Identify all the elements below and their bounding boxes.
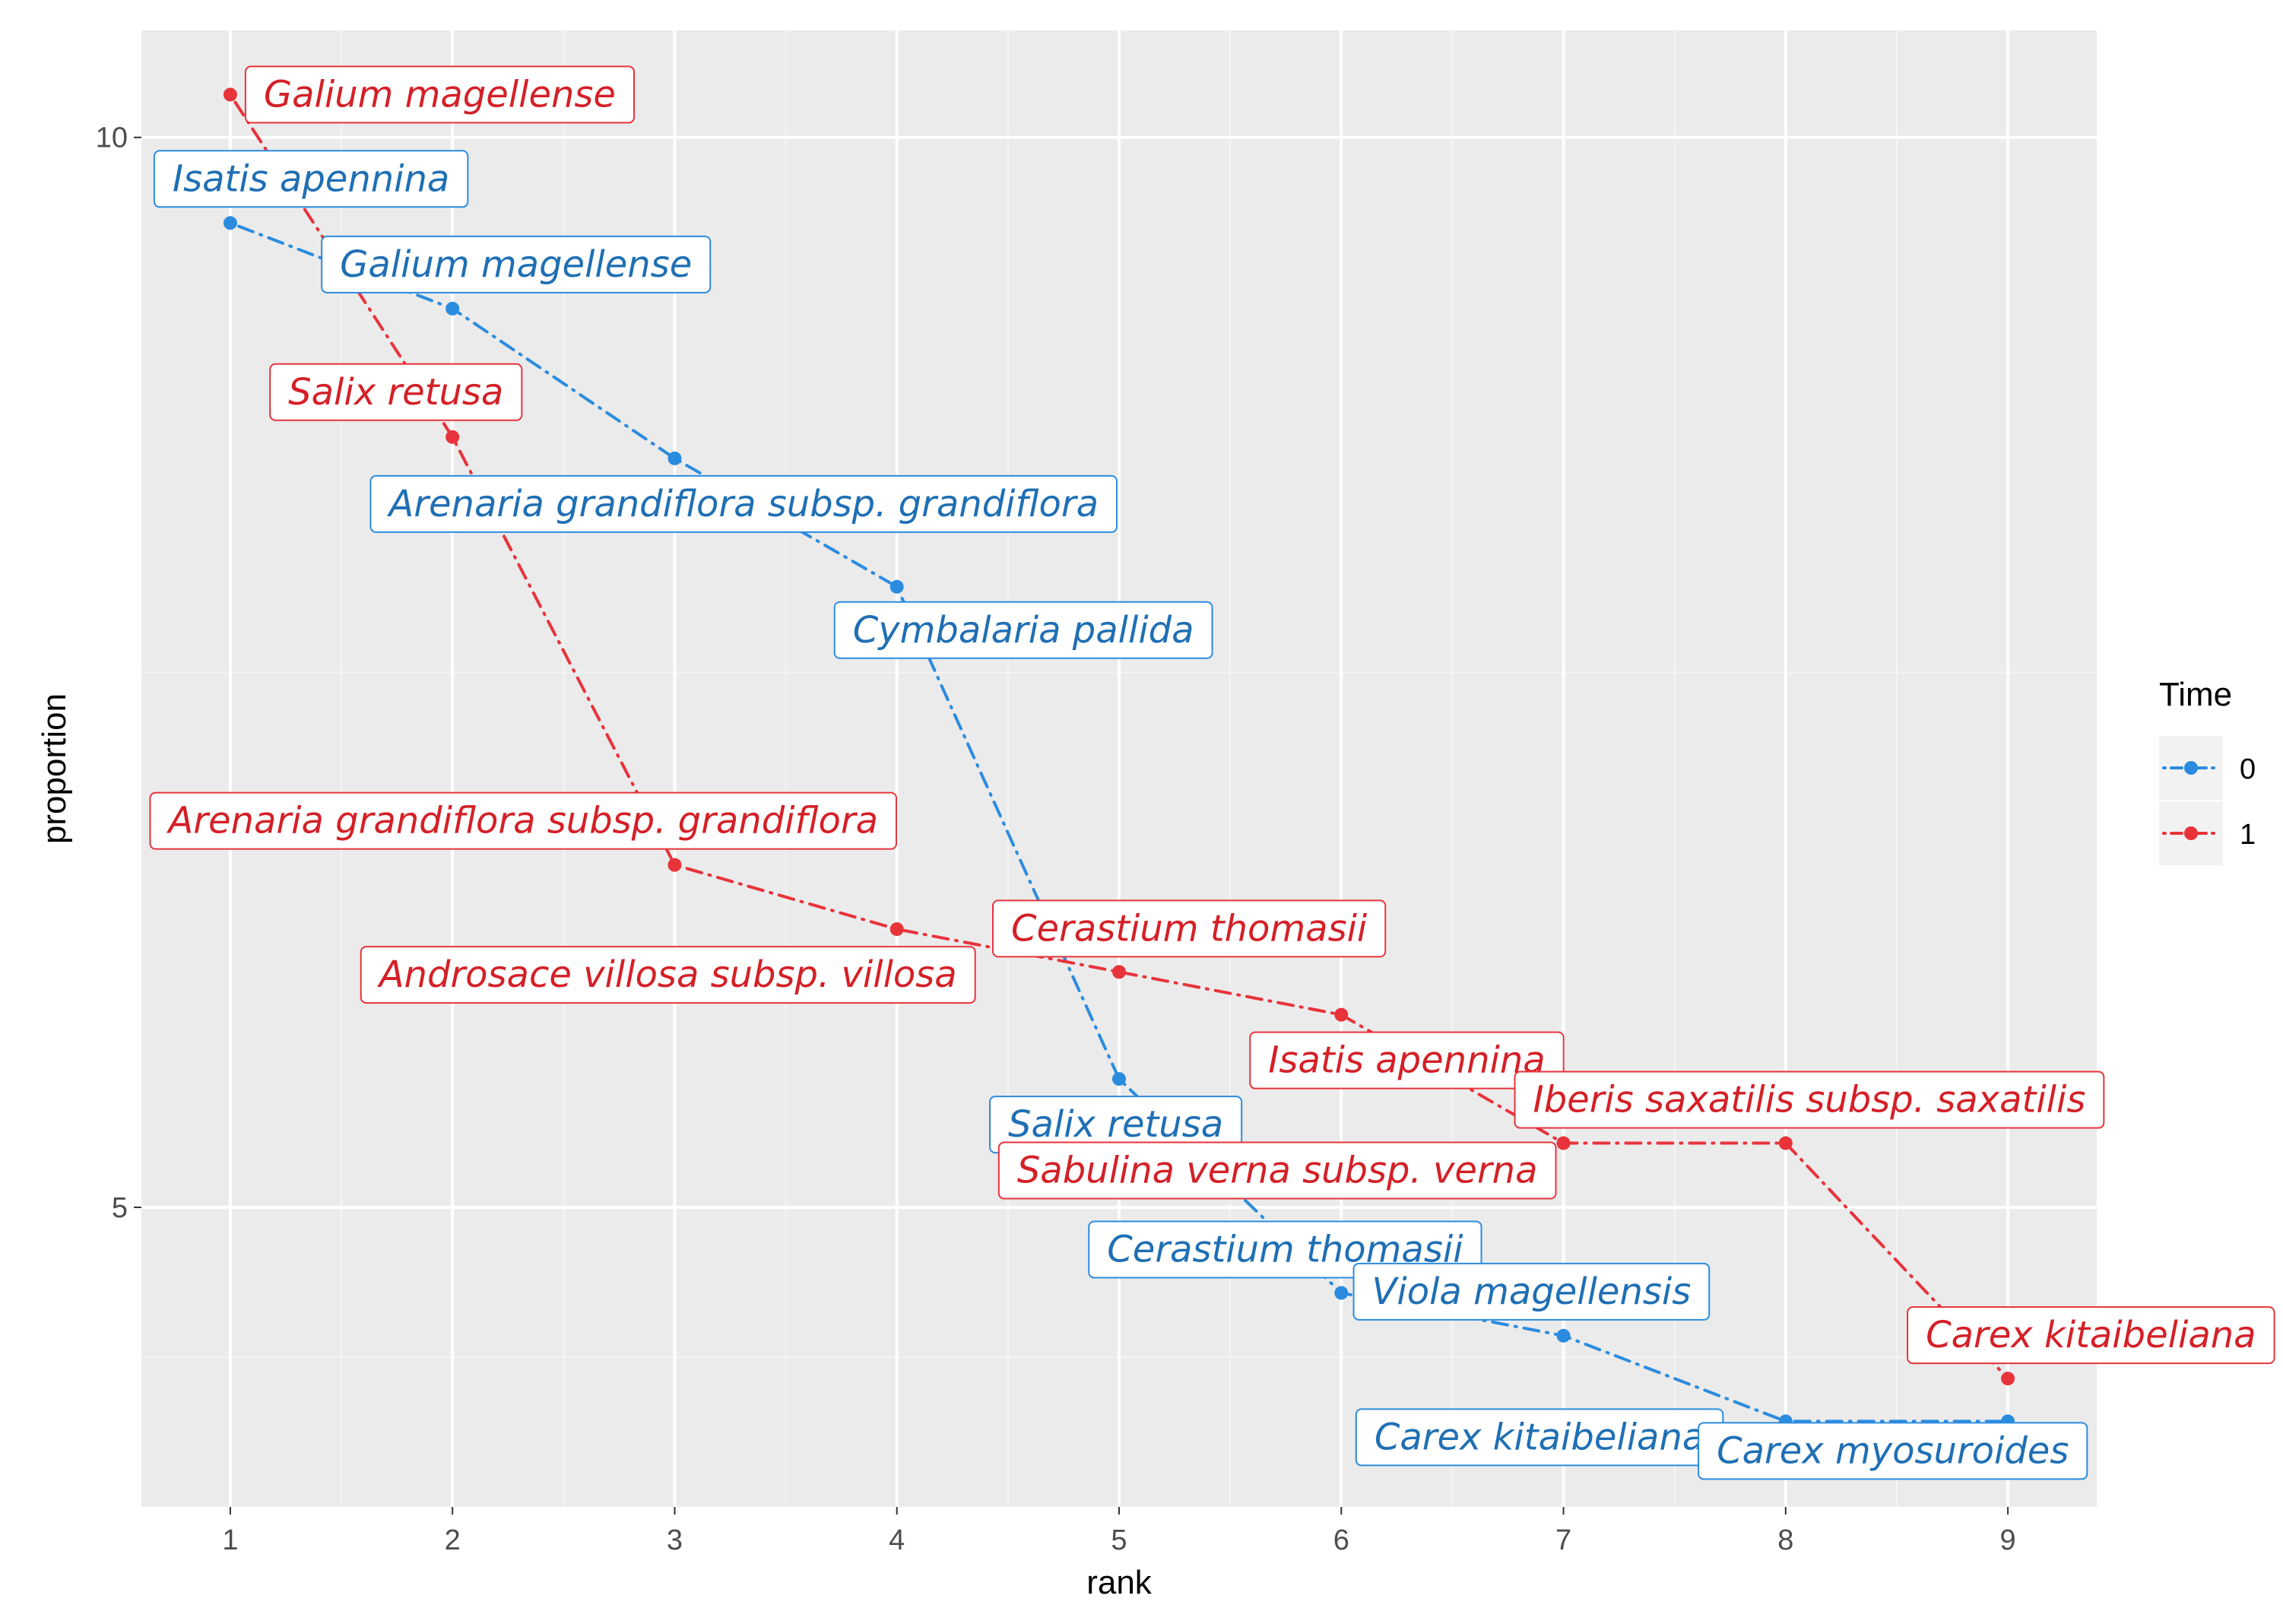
data-point-series-0: [667, 451, 682, 465]
data-point-series-1: [1334, 1007, 1349, 1022]
label-text: Galium magellense: [340, 243, 692, 286]
label-box: [269, 363, 523, 421]
legend-key-point-1: [2184, 826, 2198, 840]
label-text: Androsace villosa subsp. villosa: [377, 953, 957, 996]
legend-items: 01: [2159, 736, 2256, 865]
label-box: [1907, 1306, 2275, 1365]
point-label-series-0: Salix retusa: [989, 1096, 1243, 1154]
label-box: [153, 150, 469, 208]
x-tick-label: 2: [445, 1524, 461, 1556]
x-tick-label: 8: [1777, 1524, 1793, 1556]
data-point-series-0: [1556, 1328, 1571, 1343]
point-label-series-1: Androsace villosa subsp. villosa: [360, 946, 976, 1004]
point-label-series-1: Carex kitaibeliana: [1907, 1306, 2275, 1365]
series-points: [223, 87, 2015, 1429]
x-tick-label: 1: [222, 1524, 238, 1556]
label-text: Salix retusa: [288, 371, 503, 414]
point-label-series-1: Isatis apennina: [1249, 1031, 1565, 1090]
series-line-1: [228, 93, 2010, 1381]
label-text: Sabulina verna subsp. verna: [1017, 1150, 1538, 1192]
point-label-series-0: Cymbalaria pallida: [833, 601, 1213, 659]
label-box: [833, 601, 1213, 659]
label-box: [1698, 1422, 2088, 1480]
data-point-series-0: [889, 579, 904, 594]
point-label-series-0: Carex myosuroides: [1698, 1422, 2088, 1480]
label-text: Arenaria grandiflora subsp. grandiflora: [386, 483, 1099, 525]
label-box: [149, 791, 898, 850]
point-label-series-0: Arenaria grandiflora subsp. grandiflora: [369, 474, 1118, 533]
x-tick-label: 3: [667, 1524, 683, 1556]
data-point-series-1: [1778, 1136, 1793, 1150]
label-text: Carex kitaibeliana: [1926, 1314, 2256, 1356]
data-point-series-0: [1334, 1286, 1349, 1300]
label-box: [369, 474, 1118, 533]
y-tick-label: 5: [112, 1192, 128, 1224]
data-point-series-1: [446, 430, 460, 444]
point-label-series-0: Viola magellensis: [1352, 1262, 1711, 1321]
label-text: Salix retusa: [1008, 1103, 1223, 1146]
label-text: Cymbalaria pallida: [853, 609, 1194, 652]
point-label-series-0: Galium magellense: [321, 235, 712, 293]
label-box: [1249, 1031, 1565, 1090]
label-box: [992, 899, 1387, 958]
point-label-series-1: Sabulina verna subsp. verna: [997, 1141, 1557, 1200]
label-text: Cerastium thomasii: [1011, 907, 1368, 950]
point-labels: Isatis apennina Galium magellense Arenaria…: [149, 65, 2275, 1480]
x-tick-label: 9: [2000, 1524, 2016, 1556]
label-box: [321, 235, 712, 293]
legend: Time 01: [2159, 676, 2256, 865]
x-tick-label: 5: [1111, 1524, 1127, 1556]
data-point-series-1: [667, 858, 682, 872]
label-box: [1352, 1262, 1711, 1321]
point-label-series-1: Iberis saxatilis subsp. saxatilis: [1514, 1071, 2105, 1129]
label-text: Galium magellense: [264, 73, 616, 116]
x-tick-label: 4: [889, 1524, 905, 1556]
legend-key-point-0: [2184, 761, 2198, 775]
label-text: Isatis apennina: [173, 157, 449, 200]
label-text: Iberis saxatilis subsp. saxatilis: [1533, 1079, 2086, 1121]
label-text: Carex myosuroides: [1717, 1429, 2069, 1472]
label-text: Isatis apennina: [1268, 1039, 1545, 1082]
x-tick-label: 6: [1333, 1524, 1349, 1556]
x-axis-title: rank: [1086, 1564, 1153, 1601]
data-point-series-1: [223, 87, 237, 102]
point-label-series-1: Salix retusa: [269, 363, 523, 421]
label-box: [997, 1141, 1557, 1200]
data-point-series-0: [1112, 1072, 1126, 1086]
data-point-series-1: [1112, 965, 1126, 979]
data-point-series-1: [889, 922, 904, 937]
legend-label-1: 1: [2240, 819, 2256, 851]
y-tick-label: 10: [96, 122, 128, 154]
y-axis: 5 10: [96, 122, 141, 1224]
label-text: Arenaria grandiflora subsp. grandiflora: [166, 800, 878, 842]
point-label-series-0: Isatis apennina: [153, 150, 469, 208]
data-point-series-0: [446, 301, 460, 316]
point-label-series-1: Galium magellense: [244, 65, 635, 124]
major-gridlines: [141, 30, 2097, 1507]
y-axis-title: proportion: [36, 693, 73, 844]
data-point-series-1: [2001, 1372, 2015, 1386]
label-box: [1514, 1071, 2105, 1129]
data-point-series-1: [1556, 1136, 1571, 1150]
legend-label-0: 0: [2240, 753, 2256, 785]
label-text: Carex kitaibeliana: [1375, 1416, 1704, 1458]
label-box: [244, 65, 635, 124]
x-tick-label: 7: [1555, 1524, 1571, 1556]
label-text: Viola magellensis: [1372, 1270, 1692, 1313]
x-axis: 1 2 3 4 5 6 7 8 9: [222, 1507, 2016, 1556]
legend-title: Time: [2159, 676, 2232, 713]
label-box: [360, 946, 976, 1004]
point-label-series-1: Cerastium thomasii: [992, 899, 1387, 958]
point-label-series-1: Arenaria grandiflora subsp. grandiflora: [149, 791, 898, 850]
point-label-series-0: Carex kitaibeliana: [1355, 1408, 1724, 1467]
data-point-series-0: [223, 216, 237, 230]
